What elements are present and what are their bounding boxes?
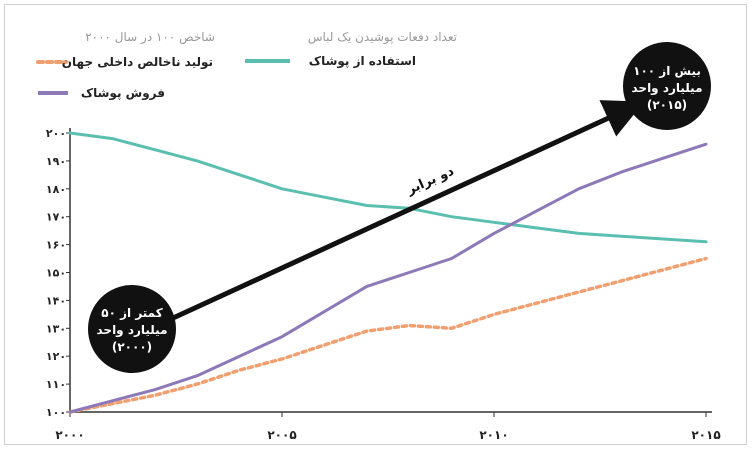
x-ticks: ۲۰۰۰ ۲۰۰۵ ۲۰۱۰ ۲۰۱۵ (55, 412, 721, 442)
legend-label-clothing-use: استفاده از پوشاک (309, 54, 416, 69)
start-bubble-line-3: (۲۰۰۰) (112, 340, 152, 354)
doubling-arrow (158, 100, 645, 327)
end-bubble (623, 42, 711, 130)
start-bubble-line-1: کمتر از ۵۰ (101, 306, 162, 320)
x-tick-label: ۲۰۱۰ (479, 428, 508, 442)
legend-header-wear: تعداد دفعات پوشیدن یک لباس (308, 30, 457, 45)
y-tick-label: ۱۴۰ (46, 294, 66, 307)
y-tick-label: ۱۱۰ (46, 378, 66, 391)
end-bubble-line-3: (۲۰۱۵) (647, 98, 687, 112)
legend-label-clothing-sales: فروش پوشاک (81, 86, 165, 101)
y-ticks: ۱۰۰ ۱۱۰ ۱۲۰ ۱۳۰ ۱۴۰ ۱۵۰ ۱۶۰ ۱۷۰ ۱۸۰ ۱۹۰ ۲۰۰ (46, 127, 70, 419)
x-tick-label: ۲۰۱۵ (691, 428, 720, 442)
y-tick-label: ۱۶۰ (46, 239, 66, 252)
y-tick-label: ۱۵۰ (46, 267, 66, 280)
start-bubble (88, 285, 176, 373)
y-tick-label: ۱۰۰ (46, 406, 66, 419)
end-bubble-line-2: میلیارد واحد (631, 81, 702, 96)
y-tick-label: ۱۲۰ (46, 350, 66, 363)
series-line-gdp (68, 256, 708, 414)
series-line-clothing-sales (68, 142, 708, 414)
legend-label-gdp: تولید ناخالص داخلی جهان (62, 55, 213, 70)
series-lines (68, 131, 708, 414)
x-tick-label: ۲۰۰۰ (55, 428, 84, 442)
end-bubble-line-1: بیش از ۱۰۰ (633, 64, 701, 78)
y-tick-label: ۱۹۰ (46, 155, 66, 168)
y-tick-label: ۱۳۰ (46, 322, 66, 335)
y-tick-label: ۱۷۰ (46, 211, 66, 224)
y-tick-label: ۱۸۰ (46, 183, 66, 196)
legend-header-index: شاخص ۱۰۰ در سال ۲۰۰۰ (85, 30, 215, 45)
series-line-clothing-use (68, 131, 708, 244)
x-tick-label: ۲۰۰۵ (267, 428, 296, 442)
start-bubble-line-2: میلیارد واحد (96, 323, 167, 338)
y-tick-label: ۲۰۰ (46, 127, 66, 140)
